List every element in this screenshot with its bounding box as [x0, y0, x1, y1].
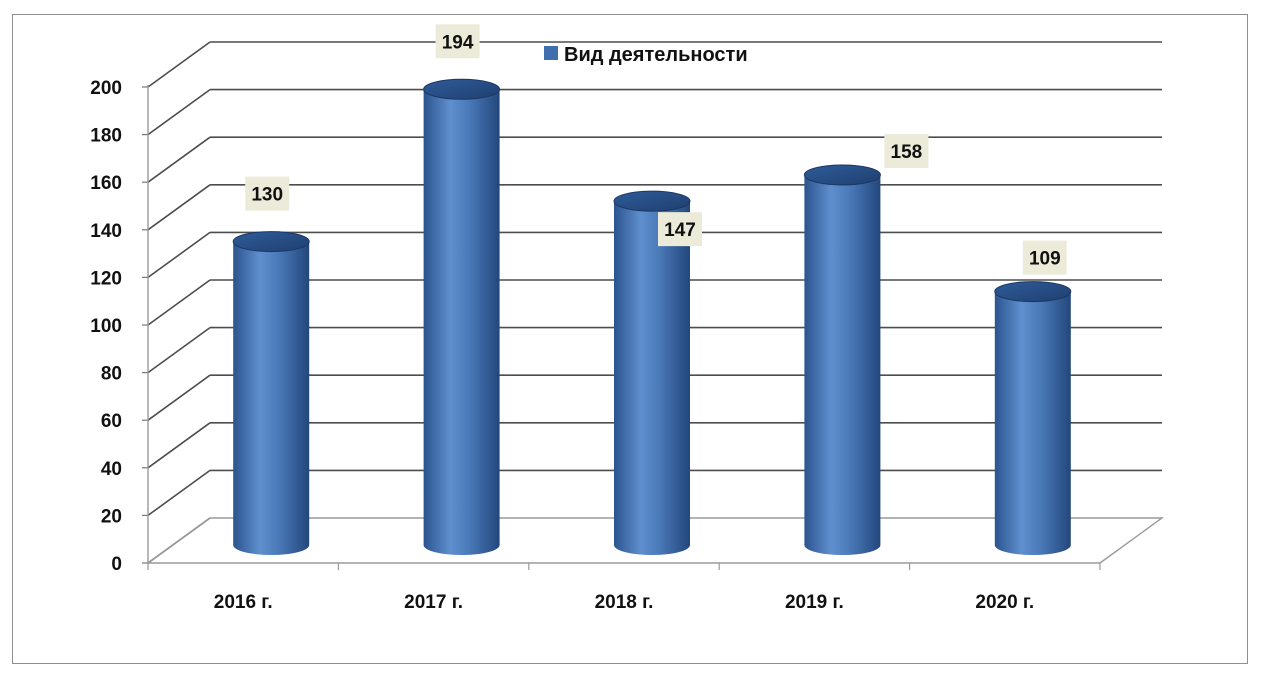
data-label-box: [1022, 240, 1067, 275]
data-label-box: [245, 176, 290, 211]
y-tick-label: 60: [101, 411, 122, 432]
gridline-side: [147, 184, 211, 231]
bar-top: [423, 78, 501, 100]
gridline-side: [147, 279, 211, 326]
gridline-side: [147, 422, 211, 469]
x-tick-label: 2019 г.: [785, 592, 844, 613]
bar-body: [614, 201, 690, 555]
data-label-text: 194: [442, 32, 474, 53]
gridline-side: [147, 231, 211, 279]
bar-top: [994, 281, 1072, 303]
bar-body: [423, 89, 500, 555]
legend: Вид деятельности: [544, 44, 748, 66]
gridline-side: [147, 469, 211, 517]
y-tick-label: 180: [90, 126, 122, 147]
x-tick-label: 2016 г.: [214, 592, 273, 613]
bar-body: [994, 291, 1071, 556]
y-tick-label: 160: [90, 173, 122, 194]
bar: [613, 190, 691, 555]
x-tick-label: 2018 г.: [595, 592, 654, 613]
data-label-text: 130: [251, 185, 283, 206]
legend-label: Вид деятельности: [564, 44, 748, 66]
y-tick-label: 40: [101, 459, 122, 480]
data-label-box: [884, 133, 929, 168]
gridline-side: [147, 326, 211, 374]
data-label-text: 158: [891, 142, 923, 163]
data-label: 147: [658, 212, 702, 247]
labels-layer: 130 194 147 158 109: [245, 24, 1067, 275]
data-label-text: 147: [664, 220, 696, 241]
bar-body: [233, 241, 310, 555]
bar: [423, 78, 501, 555]
axis-layer: 0 20 40 60 80 100 120 140 160 180 200 2016 г. 2017 г…: [90, 78, 1101, 613]
data-label: 109: [1022, 240, 1067, 275]
data-label-text: 109: [1029, 249, 1061, 270]
bars-layer: [232, 78, 1072, 556]
bar: [803, 164, 881, 555]
gridline-side: [147, 88, 211, 136]
y-tick-label: 0: [111, 554, 122, 575]
data-label-box: [435, 24, 480, 59]
gridline-side: [147, 136, 211, 183]
data-label-box: [658, 212, 702, 247]
y-tick-label: 80: [101, 364, 122, 385]
y-tick-label: 200: [90, 78, 122, 99]
data-label: 130: [245, 176, 290, 211]
y-tick-label: 140: [90, 221, 122, 242]
bar-top: [803, 164, 881, 186]
y-tick-label: 120: [90, 268, 122, 289]
bar-top: [613, 190, 691, 212]
y-tick-label: 100: [90, 316, 122, 337]
data-label: 158: [884, 133, 929, 168]
bar-body: [804, 174, 881, 555]
x-tick-label: 2017 г.: [404, 592, 463, 613]
gridline-side: [147, 41, 211, 88]
x-tick-label: 2020 г.: [975, 592, 1034, 613]
bar: [232, 231, 310, 555]
data-label: 194: [435, 24, 480, 59]
gridline-side: [147, 374, 211, 421]
bar: [994, 281, 1072, 556]
y-tick-label: 20: [101, 506, 122, 527]
legend-swatch: [544, 46, 558, 60]
bar-top: [232, 231, 310, 253]
